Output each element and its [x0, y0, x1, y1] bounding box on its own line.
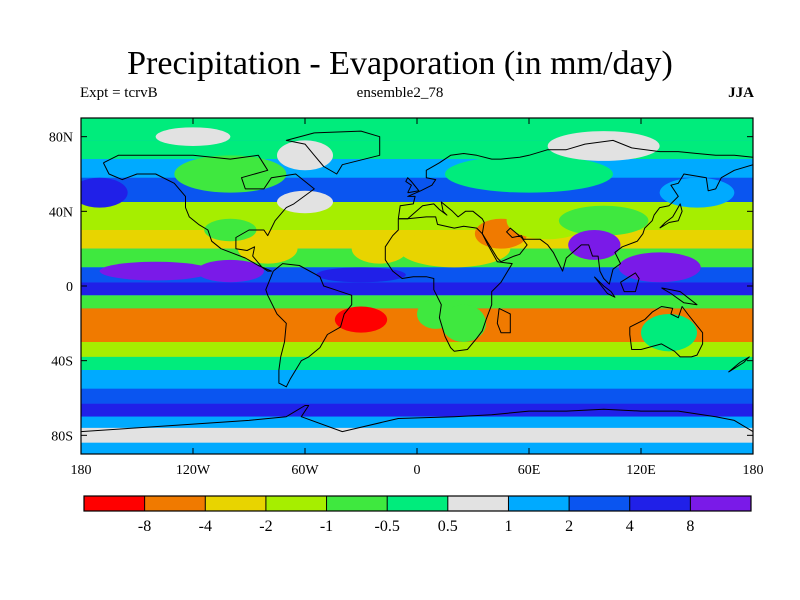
- y-tick-label: 40N: [49, 205, 73, 220]
- colorbar-label: 2: [565, 518, 573, 535]
- colorbar-swatch: [326, 496, 388, 511]
- x-tick-label: 60W: [291, 463, 319, 478]
- coastline: [397, 139, 753, 285]
- coastline: [659, 203, 683, 229]
- coastline: [620, 272, 640, 293]
- precip-evap-field: [81, 118, 753, 454]
- plot-title: Precipitation - Evaporation (in mm/day): [127, 45, 673, 82]
- coastline: [102, 154, 315, 272]
- ensemble-label: ensemble2_78: [356, 85, 444, 101]
- colorbar-label: 8: [686, 518, 694, 535]
- x-tick-label: 180: [71, 463, 92, 478]
- x-tick-label: 120W: [176, 463, 211, 478]
- field-blob: [204, 218, 257, 242]
- field-blob: [99, 261, 212, 281]
- colorbar-frame: [83, 495, 752, 512]
- colorbar: -8 -4 -2 -1 -0.5 0.5 1 2 4 8: [83, 495, 752, 535]
- field-blob: [174, 155, 287, 193]
- x-tick-label: 180: [743, 463, 764, 478]
- x-tick-label: 0: [414, 463, 421, 478]
- coastline: [265, 263, 353, 388]
- colorbar-swatch: [569, 496, 631, 511]
- coastline: [285, 130, 381, 175]
- field-blob: [641, 314, 697, 352]
- colorbar-label: -1: [320, 518, 333, 535]
- field-blob: [81, 177, 128, 208]
- y-tick-label: 80S: [51, 429, 73, 444]
- x-tick-label: 60E: [518, 463, 541, 478]
- field-blob: [659, 177, 735, 208]
- field-band: [81, 416, 753, 428]
- y-tick-label: 40S: [51, 355, 73, 370]
- field-band: [81, 370, 753, 389]
- field-blob: [558, 205, 649, 236]
- colorbar-label: -2: [259, 518, 272, 535]
- field-blob: [196, 259, 264, 283]
- field-blob: [441, 304, 487, 343]
- field-blob: [351, 233, 408, 264]
- colorbar-label: 4: [626, 518, 634, 535]
- coastline: [728, 356, 750, 373]
- field-blob: [506, 202, 589, 240]
- field-blob: [277, 190, 333, 214]
- field-blob: [618, 252, 701, 283]
- field-blob: [547, 131, 660, 161]
- season-label: JJA: [728, 85, 754, 101]
- field-band: [81, 295, 753, 309]
- x-tick-label: 120E: [626, 463, 656, 478]
- colorbar-swatch: [265, 496, 327, 511]
- axis-ticks: 180 120W 60W 0 60E 120E 180 80N 40N 0 40S 80S: [49, 118, 764, 478]
- field-band: [81, 356, 753, 370]
- colorbar-label: -8: [138, 518, 151, 535]
- coastline: [661, 287, 698, 306]
- field-band: [81, 427, 753, 443]
- coastline: [384, 216, 513, 352]
- colorbar-swatch: [84, 496, 145, 511]
- coastline: [405, 177, 420, 194]
- coastline: [81, 405, 753, 433]
- field-blob: [568, 230, 621, 260]
- field-blob: [445, 155, 613, 193]
- colorbar-swatch: [144, 496, 206, 511]
- field-blob: [316, 267, 406, 283]
- colorbar-swatch: [508, 496, 570, 511]
- colorbar-swatch: [205, 496, 267, 511]
- colorbar-label: 0.5: [438, 518, 458, 535]
- colorbar-swatch: [629, 496, 691, 511]
- colorbar-swatch: [690, 496, 752, 511]
- colorbar-label: -4: [199, 518, 212, 535]
- field-band: [81, 403, 753, 417]
- field-band: [81, 342, 753, 357]
- y-tick-label: 80N: [49, 131, 73, 146]
- coastlines: [81, 130, 753, 433]
- colorbar-label: -0.5: [375, 518, 400, 535]
- field-band: [81, 202, 753, 230]
- colorbar-swatch: [447, 496, 509, 511]
- field-band: [81, 282, 753, 296]
- coastline: [496, 307, 511, 334]
- coastline: [593, 276, 616, 298]
- colorbar-label: 1: [505, 518, 513, 535]
- y-tick-label: 0: [66, 280, 73, 295]
- experiment-label: Expt = tcrvB: [80, 85, 158, 101]
- coastline: [629, 306, 704, 358]
- colorbar-swatch: [387, 496, 449, 511]
- field-blob: [277, 140, 333, 171]
- field-blob: [334, 306, 388, 333]
- field-band: [81, 388, 753, 404]
- field-blob: [155, 127, 231, 146]
